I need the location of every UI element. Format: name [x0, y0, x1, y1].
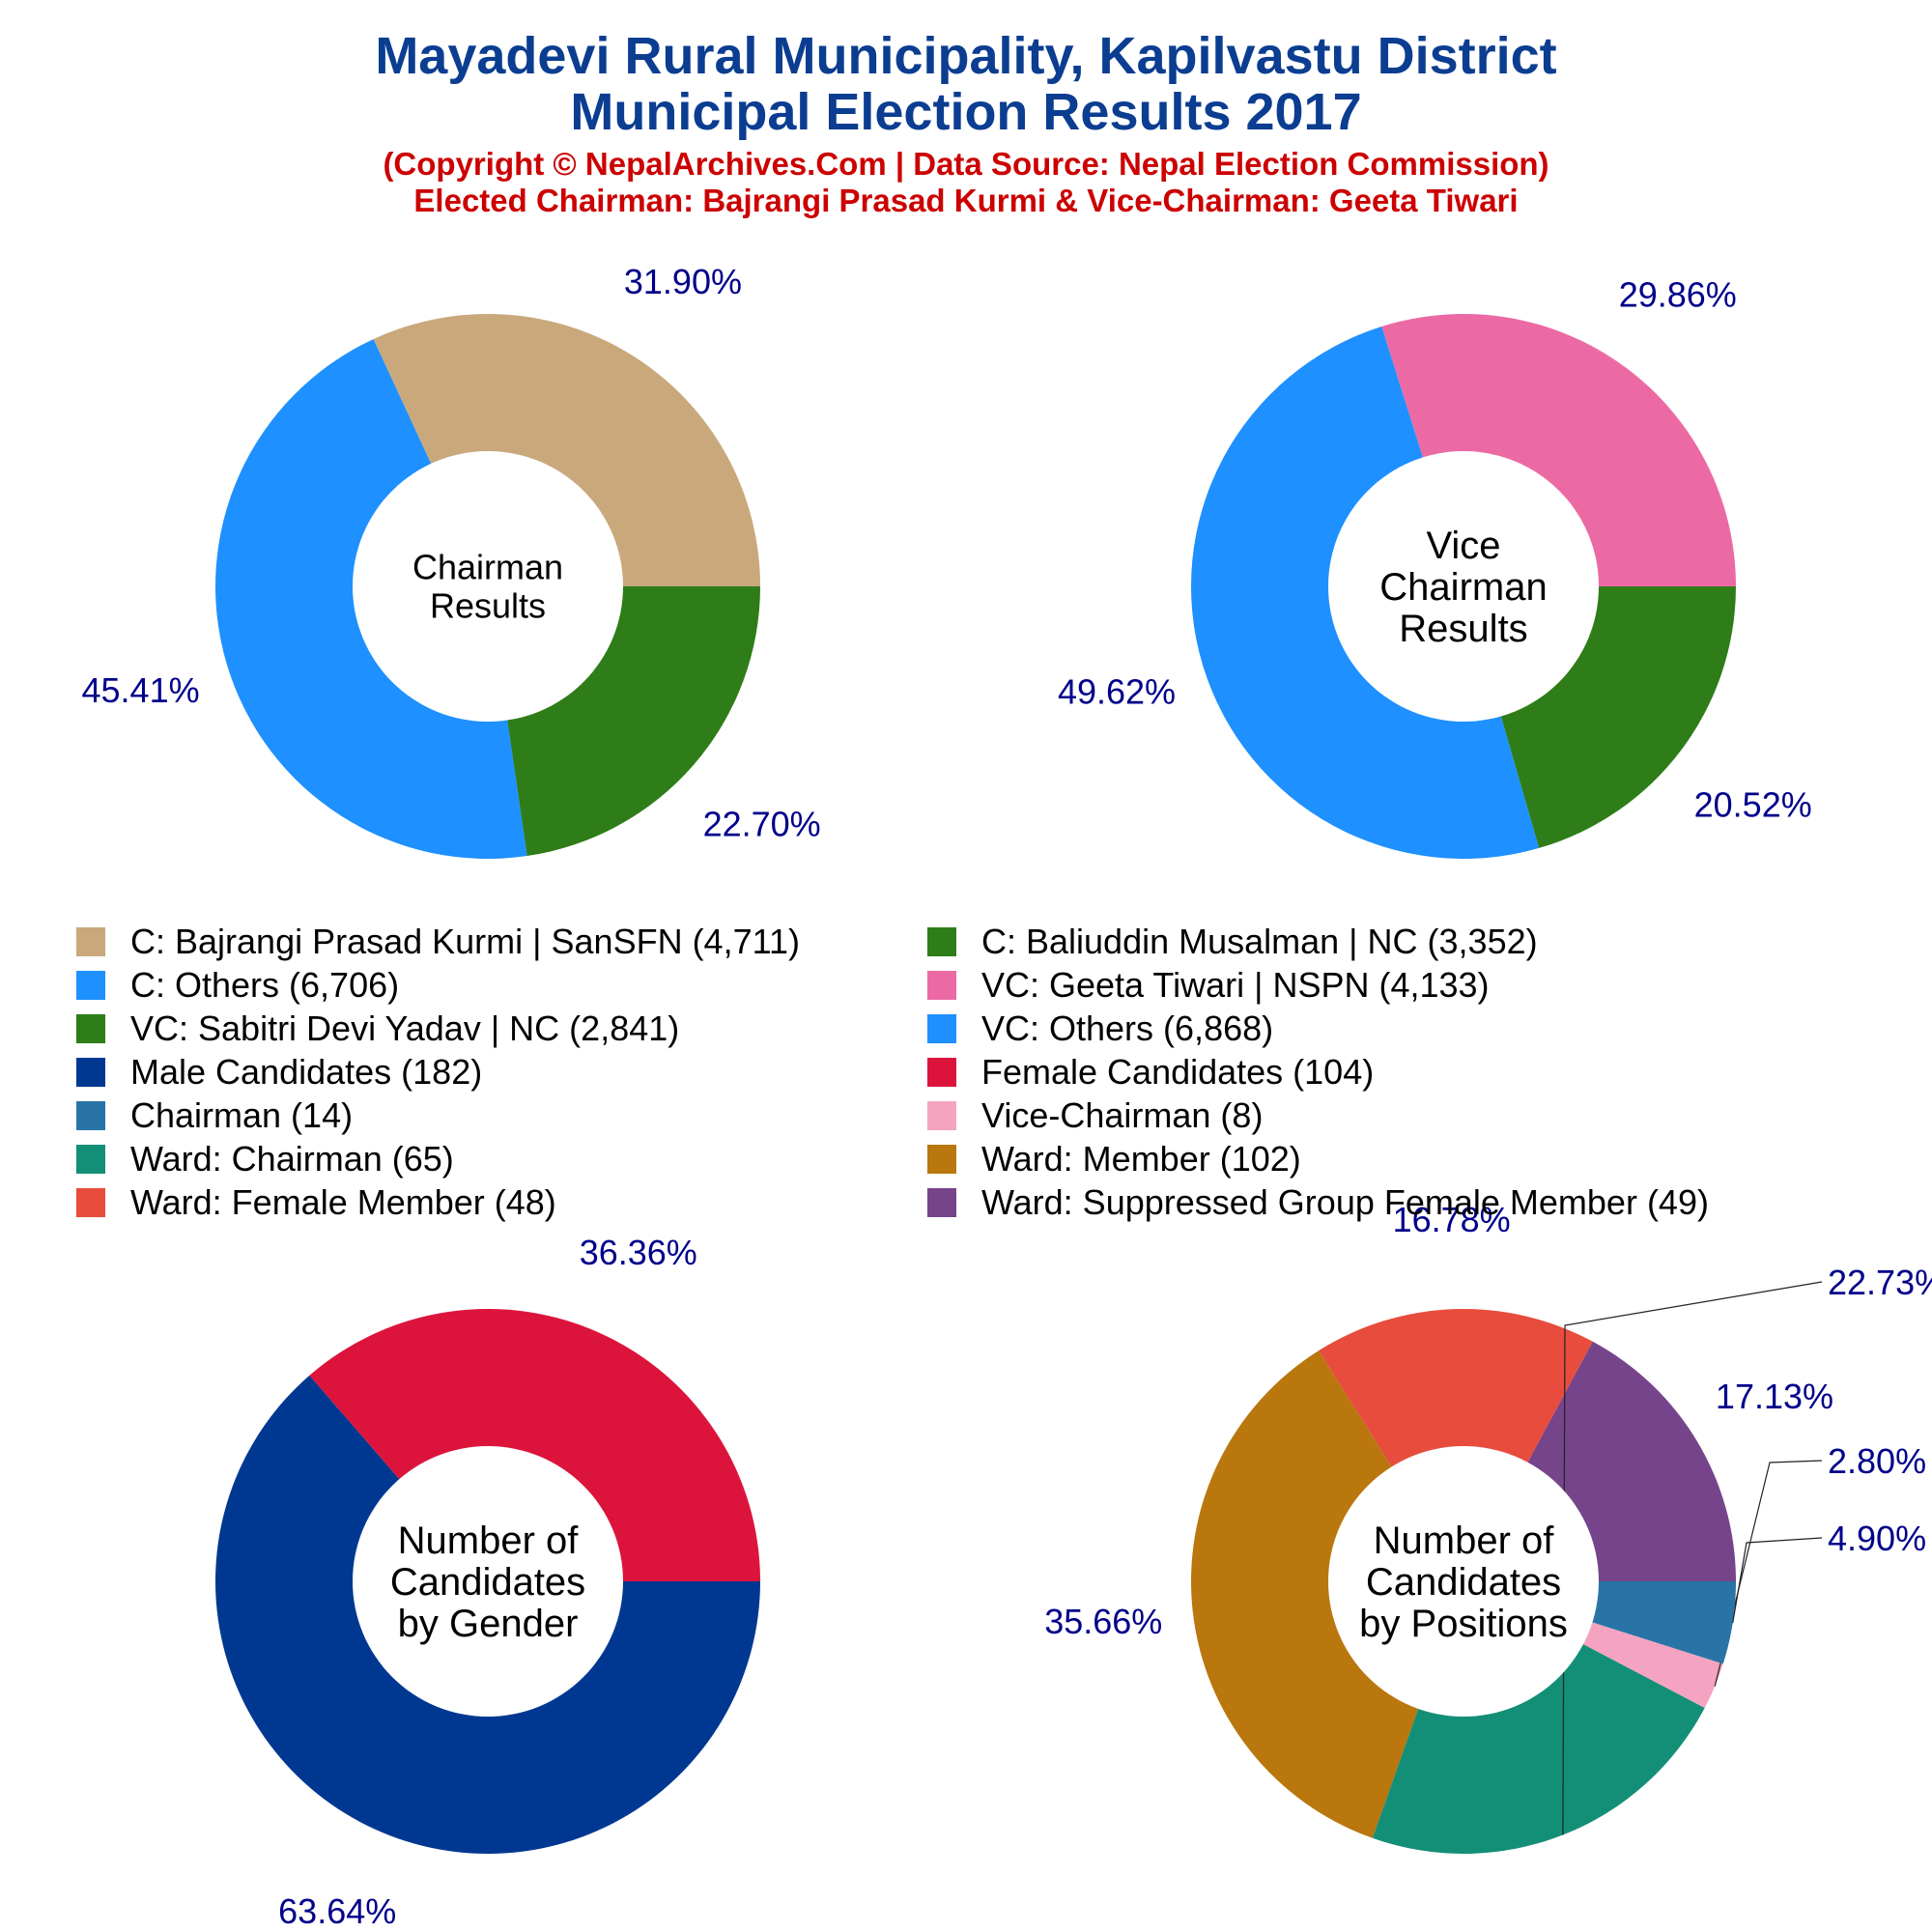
legend-swatch: [927, 1188, 956, 1217]
legend-swatch: [927, 971, 956, 1000]
legend-item: C: Others (6,706): [76, 965, 400, 1005]
legend-item: Female Candidates (104): [927, 1052, 1375, 1092]
legend-item: Ward: Member (102): [927, 1139, 1301, 1179]
subtitle-line-1: (Copyright © NepalArchives.Com | Data So…: [383, 146, 1549, 182]
percent-label: 20.52%: [1694, 784, 1812, 824]
percent-label: 45.41%: [82, 670, 200, 710]
legend-label: Ward: Member (102): [981, 1139, 1301, 1179]
legend-swatch: [76, 1145, 105, 1174]
legend-label: Chairman (14): [130, 1095, 354, 1135]
percent-label: 16.78%: [1393, 1200, 1511, 1239]
legend-swatch: [76, 971, 105, 1000]
title-line-1: Mayadevi Rural Municipality, Kapilvastu …: [375, 27, 1557, 85]
percent-label: 2.80%: [1828, 1441, 1926, 1481]
donut-hole: [1328, 1446, 1599, 1717]
legend-item: Ward: Chairman (65): [76, 1139, 454, 1179]
percent-label: 4.90%: [1828, 1519, 1926, 1558]
donut-gender: 36.36% 63.64% Number of Candidates by Gender: [215, 1233, 761, 1931]
legend-label: Vice-Chairman (8): [981, 1095, 1264, 1135]
subtitle-line-2: Elected Chairman: Bajrangi Prasad Kurmi …: [413, 183, 1519, 218]
percent-label: 17.13%: [1716, 1377, 1833, 1416]
percent-label: 22.70%: [703, 804, 821, 843]
legend-swatch: [76, 1188, 105, 1217]
legend-swatch: [76, 1058, 105, 1087]
legend-label: C: Baliuddin Musalman | NC (3,352): [981, 922, 1538, 961]
donut-positions: 17.13% 16.78% 35.66% 22.73% 2.80% 4.90% Number…: [1044, 1200, 1932, 1854]
percent-label: 49.62%: [1058, 671, 1176, 711]
center-label: Number of Candidates by Positions: [1359, 1520, 1568, 1645]
center-label: Vice Chairman Results: [1379, 525, 1547, 650]
legend-swatch: [927, 1014, 956, 1043]
center-label-line: Chairman: [1379, 566, 1547, 609]
donut-slice: [1319, 1308, 1593, 1581]
legend-label: Male Candidates (182): [130, 1052, 483, 1092]
center-label-line: by Gender: [398, 1603, 579, 1645]
legend-swatch: [76, 1014, 105, 1043]
donut-hole: [353, 451, 623, 722]
legend-item: C: Bajrangi Prasad Kurmi | SanSFN (4,711…: [76, 922, 800, 961]
legend-item: VC: Geeta Tiwari | NSPN (4,133): [927, 965, 1490, 1005]
legend-item: Ward: Female Member (48): [76, 1182, 556, 1222]
percent-label: 29.86%: [1619, 275, 1737, 315]
legend-item: Ward: Suppressed Group Female Member (49…: [927, 1182, 1709, 1222]
legend-label: C: Bajrangi Prasad Kurmi | SanSFN (4,711…: [130, 922, 800, 961]
donut-chairman-results: 31.90% 45.41% 22.70% Chairman Results: [82, 262, 821, 859]
legend-swatch: [76, 1101, 105, 1130]
center-label: Chairman Results: [412, 548, 563, 626]
legend-label: Ward: Suppressed Group Female Member (49…: [981, 1182, 1709, 1222]
center-label: Number of Candidates by Gender: [390, 1520, 585, 1645]
donut-hole: [353, 1446, 623, 1717]
percent-label: 63.64%: [278, 1891, 396, 1931]
center-label-line: by Positions: [1359, 1603, 1568, 1645]
center-label-line: Results: [1399, 608, 1527, 650]
legend-label: C: Others (6,706): [130, 965, 400, 1005]
percent-label: 31.90%: [624, 262, 742, 301]
legend-label: VC: Geeta Tiwari | NSPN (4,133): [981, 965, 1490, 1005]
donut-vice-chairman-results: 29.86% 49.62% 20.52% Vice Chairman Results: [1058, 275, 1812, 859]
legend-item: VC: Sabitri Devi Yadav | NC (2,841): [76, 1009, 679, 1048]
legend-swatch: [927, 1101, 956, 1130]
legend-item: VC: Others (6,868): [927, 1009, 1273, 1048]
percent-label: 36.36%: [580, 1233, 697, 1272]
legend-label: Ward: Chairman (65): [130, 1139, 454, 1179]
legend-item: Male Candidates (182): [76, 1052, 483, 1092]
title-line-2: Municipal Election Results 2017: [570, 83, 1362, 141]
center-label-line: Candidates: [1366, 1561, 1561, 1604]
donut-slice: [1191, 1350, 1463, 1838]
percent-label: 35.66%: [1044, 1602, 1162, 1641]
donut-hole: [1328, 451, 1599, 722]
leader-line: [1732, 1537, 1823, 1624]
center-label-line: Candidates: [390, 1561, 585, 1604]
legend-item: Chairman (14): [76, 1095, 354, 1135]
center-label-line: Results: [430, 586, 546, 626]
legend-item: C: Baliuddin Musalman | NC (3,352): [927, 922, 1538, 961]
legend-swatch: [927, 1058, 956, 1087]
center-label-line: Chairman: [412, 548, 563, 587]
legend-swatch: [76, 927, 105, 956]
legend-label: VC: Others (6,868): [981, 1009, 1274, 1048]
center-label-line: Number of: [1374, 1520, 1555, 1562]
legend-label: VC: Sabitri Devi Yadav | NC (2,841): [130, 1009, 680, 1048]
percent-label: 22.73%: [1828, 1263, 1932, 1302]
legend-item: Vice-Chairman (8): [927, 1095, 1264, 1135]
center-label-line: Number of: [398, 1520, 580, 1562]
legend-label: Ward: Female Member (48): [130, 1182, 556, 1222]
center-label-line: Vice: [1426, 525, 1500, 567]
donut-slice: [309, 1309, 761, 1581]
legend-swatch: [927, 1145, 956, 1174]
legend-swatch: [927, 927, 956, 956]
legend-label: Female Candidates (104): [981, 1052, 1375, 1092]
